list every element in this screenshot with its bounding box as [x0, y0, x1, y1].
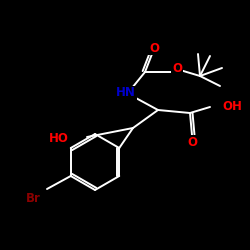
Text: O: O	[149, 42, 159, 54]
Text: OH: OH	[222, 100, 242, 114]
Text: Br: Br	[26, 192, 40, 204]
Text: O: O	[187, 136, 197, 148]
Text: HO: HO	[49, 132, 69, 145]
Text: HN: HN	[116, 86, 136, 100]
Text: O: O	[172, 62, 182, 76]
